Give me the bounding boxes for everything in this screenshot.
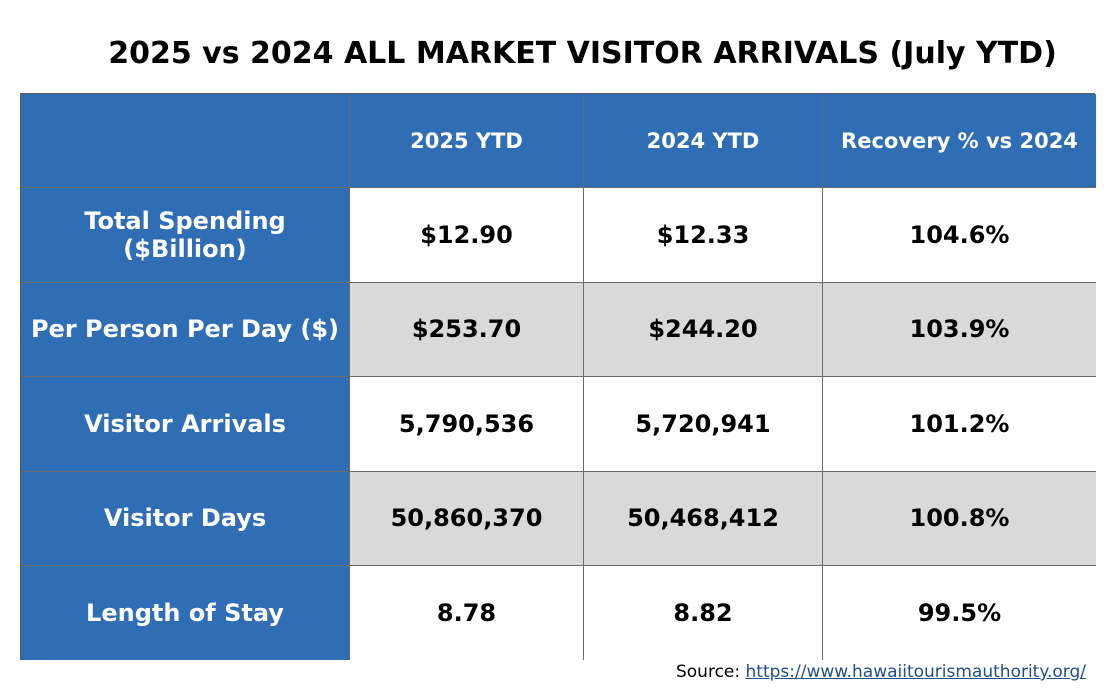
source-label: Source: xyxy=(675,662,741,682)
table-cell: $244.20 xyxy=(584,282,823,378)
table-cell: 5,720,941 xyxy=(584,377,823,472)
table-cell: 50,468,412 xyxy=(584,471,823,566)
data-table: 2025 YTD 2024 YTD Recovery % vs 2024 Total … xyxy=(20,93,1096,661)
table-cell: $12.33 xyxy=(584,188,823,283)
table-header-cell: 2025 YTD xyxy=(350,94,584,189)
table-row-label: Per Person Per Day ($) xyxy=(21,282,350,378)
chart-title: 2025 vs 2024 ALL MARKET VISITOR ARRIVALS… xyxy=(108,36,1057,71)
table-header-corner xyxy=(21,94,350,189)
table-row-label: Visitor Days xyxy=(21,471,350,566)
table-cell: 8.78 xyxy=(350,566,584,661)
table-row-label: Visitor Arrivals xyxy=(21,377,350,472)
source-note: Source: https://www.hawaiitourismauthori… xyxy=(676,662,1086,682)
table-cell: 101.2% xyxy=(823,377,1096,472)
table-cell: 5,790,536 xyxy=(350,377,584,472)
table-cell: 104.6% xyxy=(823,188,1096,283)
table-cell: 99.5% xyxy=(823,566,1096,661)
table-cell: 8.82 xyxy=(584,566,823,661)
table-header-cell: Recovery % vs 2024 xyxy=(823,94,1096,189)
table-header-cell: 2024 YTD xyxy=(584,94,823,189)
table-cell: $12.90 xyxy=(350,188,584,283)
table-cell: 100.8% xyxy=(823,471,1096,566)
table-row-label: Total Spending ($Billion) xyxy=(21,188,350,283)
table-cell: 50,860,370 xyxy=(350,471,584,566)
table-row-label: Length of Stay xyxy=(21,566,350,661)
table-cell: $253.70 xyxy=(350,282,584,378)
source-link[interactable]: https://www.hawaiitourismauthority.org/ xyxy=(745,662,1086,682)
table-cell: 103.9% xyxy=(823,282,1096,378)
